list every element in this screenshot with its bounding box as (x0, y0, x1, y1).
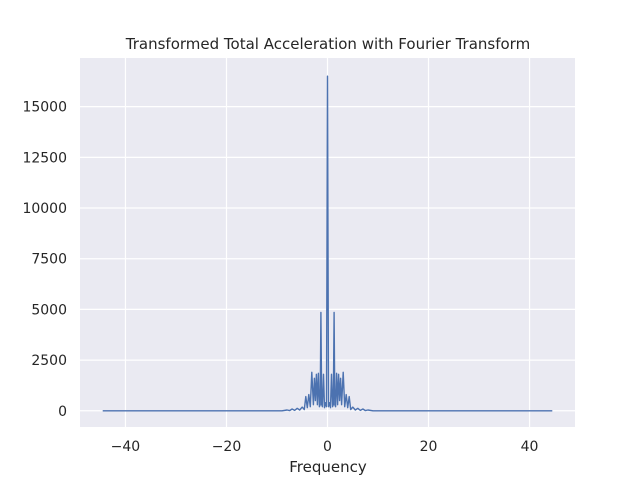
y-tick-label: 10000 (22, 201, 67, 217)
x-tick-label: 0 (323, 439, 332, 455)
x-tick-label: −20 (212, 439, 242, 455)
x-tick-label: 20 (420, 439, 438, 455)
series-group (102, 75, 553, 412)
x-tick-label: −40 (111, 439, 141, 455)
y-tick-label: 5000 (31, 302, 67, 318)
x-tick-labels: −40 −20 0 20 40 (111, 439, 539, 455)
x-axis-label: Frequency (289, 458, 367, 476)
y-tick-label: 12500 (22, 150, 67, 166)
x-tick-label: 40 (521, 439, 539, 455)
y-tick-labels: 0 2500 5000 7500 10000 12500 15000 (22, 100, 67, 420)
y-tick-label: 0 (58, 404, 67, 420)
y-tick-label: 15000 (22, 100, 67, 116)
y-tick-label: 2500 (31, 353, 67, 369)
y-tick-label: 7500 (31, 252, 67, 268)
chart-title: Transformed Total Acceleration with Four… (125, 35, 530, 53)
series-line (102, 75, 553, 412)
